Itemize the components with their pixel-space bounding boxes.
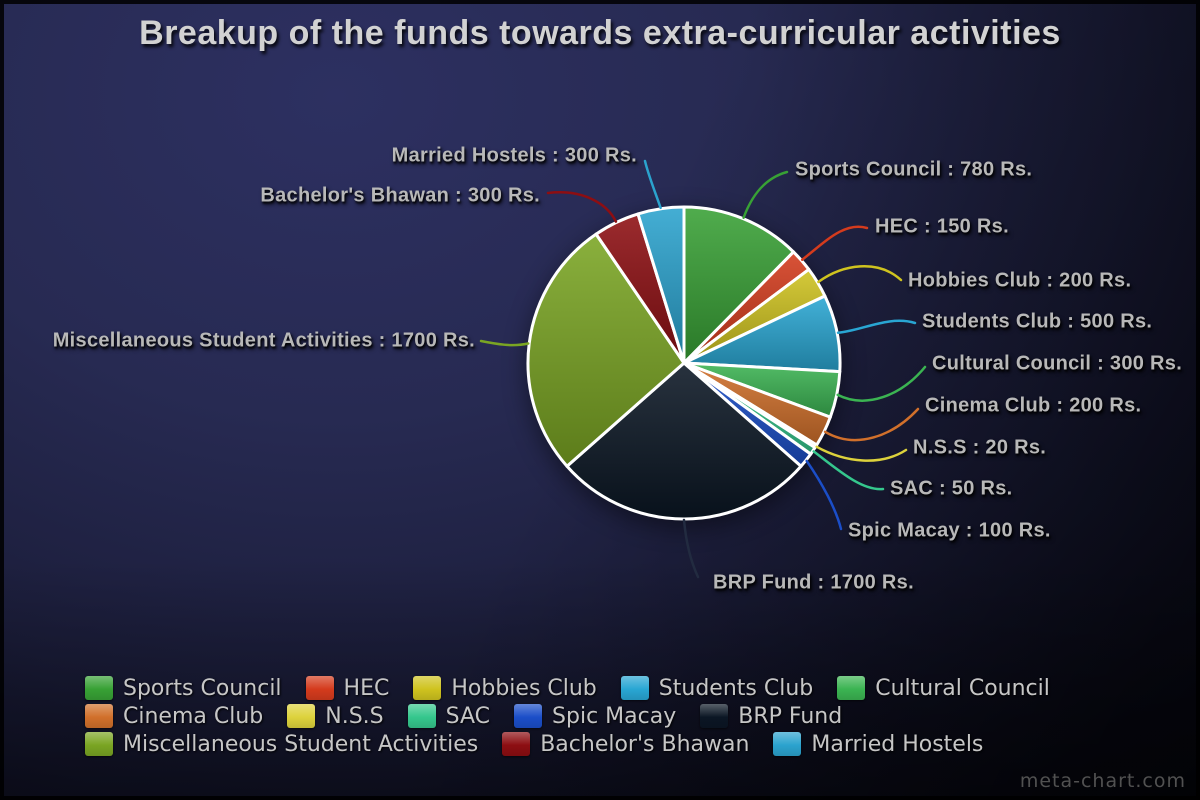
legend-label: BRP Fund — [738, 703, 843, 729]
legend-swatch-married-hostels — [773, 732, 802, 756]
slice-label-bachelor-s-bhawan: Bachelor's Bhawan : 300 Rs. — [260, 184, 540, 207]
leader-line-n-s-s — [815, 445, 908, 462]
legend-item-n-s-s: N.S.S — [287, 703, 384, 729]
legend-item-cinema-club: Cinema Club — [85, 704, 263, 729]
legend-label: Hobbies Club — [451, 675, 597, 701]
legend-item-married-hostels: Married Hostels — [773, 732, 983, 757]
legend-swatch-bachelor-s-bhawan — [502, 732, 531, 756]
leader-line-sac — [812, 450, 885, 491]
slice-label-cultural-council: Cultural Council : 300 Rs. — [932, 352, 1183, 375]
legend-item-spic-macay: Spic Macay — [514, 704, 676, 729]
slice-label-sac: SAC : 50 Rs. — [890, 477, 1013, 500]
leader-line-spic-macay — [805, 459, 843, 531]
leader-line-married-hostels — [643, 159, 662, 210]
leader-line-cinema-club — [823, 407, 920, 442]
slice-label-sports-council: Sports Council : 780 Rs. — [795, 158, 1033, 181]
legend-row: Cinema Club N.S.S SAC Spic Macay BRP Fund — [85, 702, 1185, 730]
legend-label: Sports Council — [123, 675, 282, 701]
legend-item-students-club: Students Club — [620, 675, 814, 701]
legend: Sports Council HEC Hobbies Club Students Cl… — [85, 674, 1185, 758]
legend-swatch-n-s-s — [287, 704, 316, 728]
leader-line-sports-council — [742, 170, 789, 219]
legend-swatch-students-club — [620, 676, 649, 700]
slice-label-married-hostels: Married Hostels : 300 Rs. — [391, 144, 637, 167]
legend-label: Cinema Club — [123, 703, 264, 729]
legend-item-cultural-council: Cultural Council — [837, 676, 1050, 701]
legend-label: Married Hostels — [811, 731, 984, 757]
legend-item-hobbies-club: Hobbies Club — [413, 675, 597, 701]
legend-label: Miscellaneous Student Activities — [123, 731, 479, 757]
legend-swatch-cultural-council — [837, 676, 866, 700]
leader-line-brp-fund — [682, 518, 700, 579]
slice-label-miscellaneous-student-activities: Miscellaneous Student Activities : 1700 … — [52, 329, 475, 352]
legend-label: Students Club — [658, 675, 814, 701]
leader-line-miscellaneous-student-activities — [479, 339, 530, 347]
slice-label-hec: HEC : 150 Rs. — [875, 215, 1009, 238]
slice-label-hobbies-club: Hobbies Club : 200 Rs. — [908, 269, 1132, 292]
leader-line-students-club — [836, 319, 917, 334]
legend-label: Spic Macay — [552, 703, 677, 729]
chart-title: Breakup of the funds towards extra-curri… — [139, 14, 1061, 52]
legend-row: Sports Council HEC Hobbies Club Students Cl… — [85, 674, 1185, 702]
legend-item-sac: SAC — [407, 703, 491, 729]
leader-line-hec — [800, 225, 869, 261]
legend-swatch-hec — [305, 676, 334, 700]
leader-line-cultural-council — [836, 365, 927, 402]
watermark: meta-chart.com — [1019, 770, 1186, 792]
legend-label: HEC — [343, 675, 390, 701]
legend-item-hec: HEC — [305, 675, 390, 701]
legend-item-brp-fund: BRP Fund — [700, 704, 842, 729]
legend-swatch-hobbies-club — [413, 676, 442, 700]
legend-swatch-miscellaneous-student-activities — [85, 732, 113, 756]
slice-label-cinema-club: Cinema Club : 200 Rs. — [925, 394, 1142, 417]
slice-label-spic-macay: Spic Macay : 100 Rs. — [848, 519, 1051, 542]
legend-swatch-spic-macay — [514, 704, 543, 728]
legend-item-miscellaneous-student-activities: Miscellaneous Student Activities — [85, 732, 478, 757]
leader-line-bachelor-s-bhawan — [546, 191, 618, 223]
leader-line-hobbies-club — [817, 265, 903, 284]
legend-item-bachelor-s-bhawan: Bachelor's Bhawan — [502, 732, 749, 757]
legend-swatch-sports-council — [85, 676, 113, 700]
legend-label: SAC — [445, 703, 491, 729]
legend-swatch-cinema-club — [85, 704, 113, 728]
legend-item-sports-council: Sports Council — [85, 676, 282, 701]
legend-swatch-sac — [407, 704, 436, 728]
legend-label: N.S.S — [325, 703, 384, 729]
legend-label: Cultural Council — [875, 675, 1050, 701]
slice-label-students-club: Students Club : 500 Rs. — [922, 310, 1153, 333]
slice-label-brp-fund: BRP Fund : 1700 Rs. — [713, 571, 914, 594]
legend-swatch-brp-fund — [700, 704, 729, 728]
legend-row: Miscellaneous Student Activities Bachelor… — [85, 730, 1185, 758]
legend-label: Bachelor's Bhawan — [540, 731, 750, 757]
slice-label-n-s-s: N.S.S : 20 Rs. — [913, 436, 1047, 459]
